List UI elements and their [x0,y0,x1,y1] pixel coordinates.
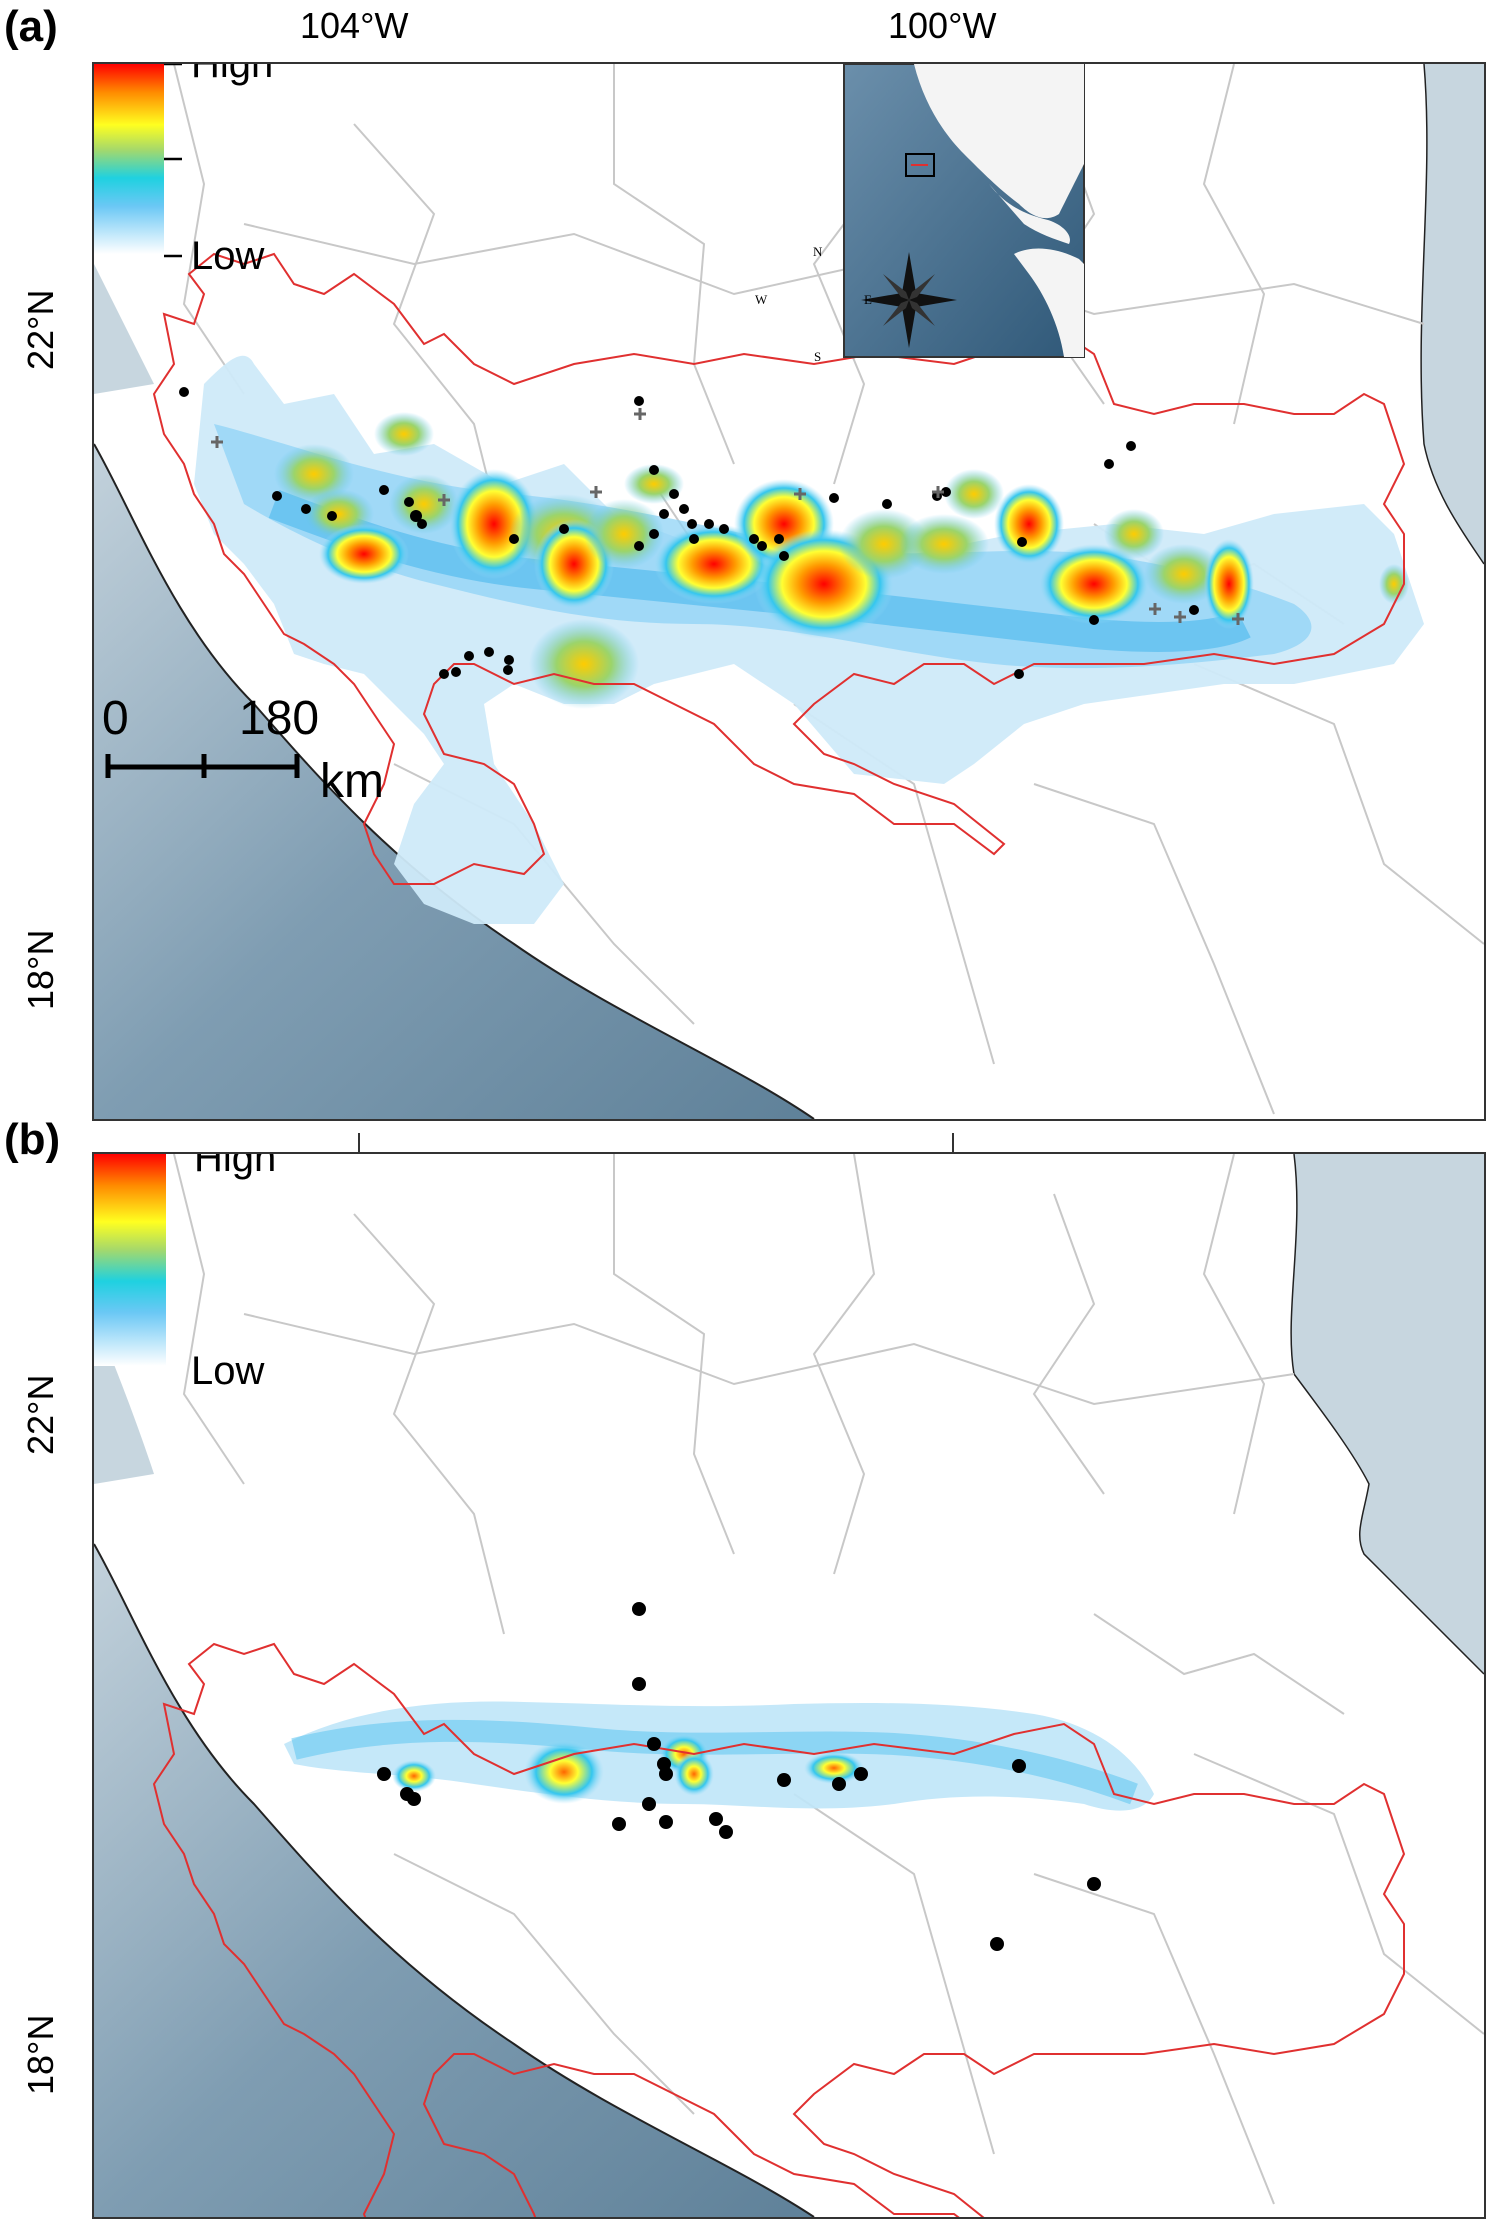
compass-n-label: N [813,244,823,259]
compass-s-label: S [814,349,822,364]
lon-tick-104w-b [358,1133,360,1153]
legend-low-label-a: Low [191,234,265,278]
map-panel-a: High Low 0 180 km N S W E [92,62,1486,1121]
map-b-graphic [94,1154,1484,2217]
lat-label-18n-b: 18°N [20,2014,61,2095]
lat-label-18n: 18°N [20,929,61,1010]
map-panel-b: High Low [92,1152,1486,2219]
scale-bar-unit-label: km [320,755,384,808]
lon-tick-100w-b [952,1133,954,1153]
inset-map [843,64,1085,358]
legend-high-label-a: High [191,62,274,86]
legend-low-label-b: Low [191,1349,265,1393]
panel-a-label: (a) [4,2,58,51]
scale-bar-end-label: 180 [239,692,320,745]
lon-label-100w: 100°W [888,5,997,46]
lat-label-22n: 22°N [20,289,61,370]
compass-w-label: W [755,292,768,307]
map-a-graphic [94,64,1484,1119]
lat-label-22n-b: 22°N [20,1374,61,1455]
scale-bar-start-label: 0 [102,692,129,745]
panel-b-label: (b) [4,1115,61,1164]
legend-high-label-b: High [194,1152,277,1180]
lon-label-104w: 104°W [300,5,409,46]
compass-e-label: E [864,292,872,307]
